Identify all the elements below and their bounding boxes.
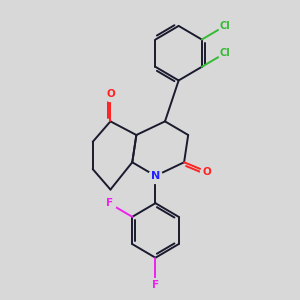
Text: F: F — [152, 280, 159, 290]
Text: Cl: Cl — [220, 48, 230, 58]
Text: O: O — [106, 89, 115, 99]
Text: N: N — [151, 171, 160, 181]
Text: O: O — [203, 167, 212, 177]
Text: Cl: Cl — [220, 21, 230, 31]
Text: F: F — [106, 198, 113, 208]
